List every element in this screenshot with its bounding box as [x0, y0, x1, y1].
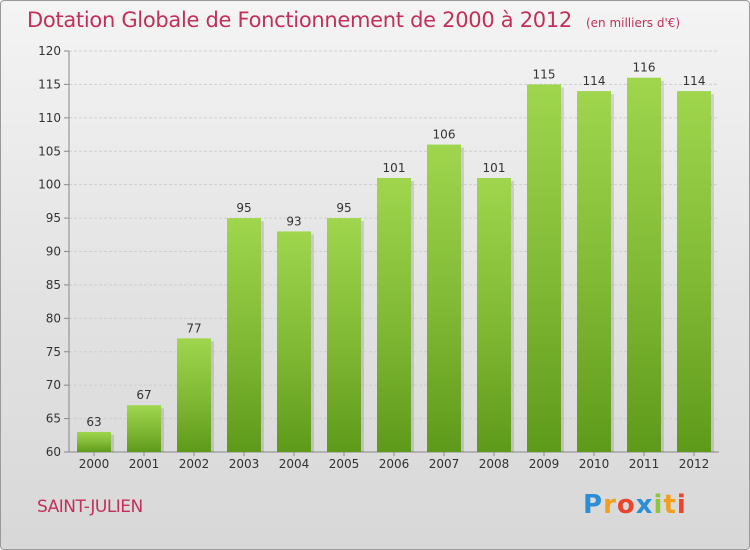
data-label: 115: [533, 67, 556, 81]
y-tick-label: 90: [46, 245, 61, 259]
logo-letter: x: [635, 490, 654, 520]
chart-subtitle: (en milliers d'€): [585, 16, 681, 30]
bar: [177, 338, 211, 452]
bar: [677, 91, 711, 452]
data-label: 116: [633, 61, 656, 75]
data-label: 77: [186, 321, 201, 335]
data-label: 106: [433, 128, 456, 142]
logo-letter: P: [583, 490, 604, 520]
bar: [377, 177, 411, 452]
x-tick-label: 2011: [629, 457, 660, 471]
bar: [227, 218, 261, 452]
data-label: 114: [583, 74, 606, 88]
data-label: 114: [683, 74, 706, 88]
bar: [127, 405, 161, 452]
title-text: Dotation Globale de Fonctionnement de 20…: [27, 8, 572, 32]
x-tick-label: 2001: [129, 457, 160, 471]
data-label: 95: [336, 201, 351, 215]
y-tick-label: 85: [46, 278, 61, 292]
chart-title: Dotation Globale de Fonctionnement de 20…: [27, 8, 680, 32]
x-tick-label: 2005: [329, 457, 360, 471]
bar: [477, 177, 511, 452]
proxiti-logo: Proxiti: [583, 490, 687, 520]
y-tick-label: 75: [46, 345, 61, 359]
x-tick-label: 2003: [229, 457, 260, 471]
data-label: 101: [483, 161, 506, 175]
bar: [327, 218, 361, 452]
y-tick-label: 70: [46, 378, 61, 392]
y-tick-label: 65: [46, 412, 61, 426]
data-label: 101: [383, 161, 406, 175]
x-tick-label: 2009: [529, 457, 560, 471]
data-label: 95: [236, 201, 251, 215]
bar: [577, 91, 611, 452]
logo-letter: r: [603, 490, 617, 520]
bar: [277, 231, 311, 452]
y-tick-label: 95: [46, 211, 61, 225]
x-tick-label: 2007: [429, 457, 460, 471]
x-tick-label: 2012: [679, 457, 710, 471]
data-label: 67: [136, 388, 151, 402]
logo-letter: i: [676, 490, 687, 520]
y-tick-label: 115: [38, 77, 61, 91]
logo-letter: o: [616, 490, 636, 520]
y-tick-label: 105: [38, 144, 61, 158]
bar: [527, 84, 561, 453]
data-label: 63: [86, 415, 101, 429]
x-tick-label: 2004: [279, 457, 310, 471]
bar: [427, 144, 461, 453]
bar: [77, 431, 111, 452]
x-tick-label: 2002: [179, 457, 210, 471]
data-label: 93: [286, 214, 301, 228]
bar: [627, 77, 661, 452]
y-tick-label: 120: [38, 44, 61, 58]
y-tick-label: 110: [38, 111, 61, 125]
place-name: SAINT-JULIEN: [37, 497, 143, 517]
logo-letter: t: [663, 490, 677, 520]
x-tick-label: 2006: [379, 457, 410, 471]
y-tick-label: 60: [46, 445, 61, 459]
y-tick-label: 80: [46, 311, 61, 325]
x-tick-label: 2000: [79, 457, 110, 471]
logo-letter: i: [653, 490, 664, 520]
x-tick-label: 2010: [579, 457, 610, 471]
x-tick-label: 2008: [479, 457, 510, 471]
y-tick-label: 100: [38, 178, 61, 192]
